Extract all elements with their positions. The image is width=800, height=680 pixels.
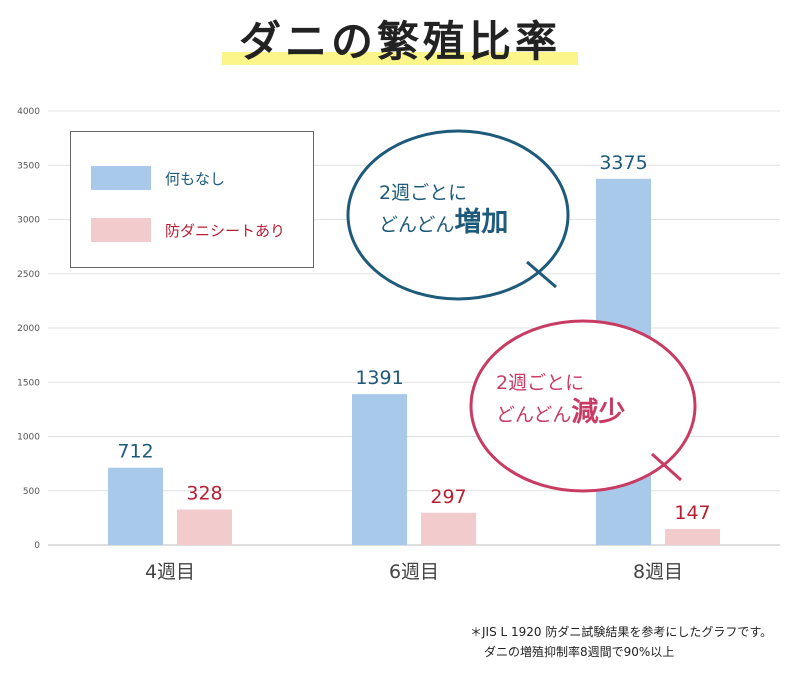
data-label-with-sheet: 297 [430,486,466,508]
callout-decrease-line1: 2週ごとに [496,372,585,394]
footnote-line2: ダニの増殖抑制率8週間で90%以上 [484,645,675,659]
legend-swatch-with-sheet [91,218,151,242]
label-layer: 712 328 4週目 1391 297 6週目 3375 147 8週目 [117,152,710,583]
bar-no-sheet [352,394,407,545]
callout-increase-line1: 2週ごとに [379,182,468,204]
x-tick-label: 8週目 [633,561,683,583]
legend-label-with-sheet: 防ダニシートあり [165,221,286,240]
callout-increase-text: 2週ごとに どんどん増加 [379,178,508,240]
y-tick-label: 1500 [17,378,40,388]
legend-swatch-no-sheet [91,166,151,190]
chart-legend: 何もなし 防ダニシートあり [70,131,314,268]
title-highlight [222,52,578,65]
legend-item-no-sheet: 何もなし [91,166,225,190]
y-tick-label: 500 [23,487,40,497]
callout-decrease-tail [650,452,683,482]
chart-title: ダニの繁殖比率 [238,17,561,66]
x-tick-label: 4週目 [145,561,195,583]
y-tick-label: 1000 [17,433,40,443]
callout-decrease-emphasis: 減少 [571,397,626,428]
y-tick-label: 3500 [17,161,40,171]
callout-increase-tail [526,260,557,289]
callout-decrease-prefix: どんどん [496,404,572,426]
footnote: ＊JIS L 1920 防ダニ試験結果を参考にしたグラフです。 ダニの増殖抑制率… [470,622,790,662]
callout-decrease-bubble [469,319,697,493]
bar-with-sheet [665,529,720,545]
bar-with-sheet [177,509,232,545]
data-label-with-sheet: 147 [674,502,710,524]
x-tick-label: 6週目 [389,561,439,583]
callout-layer [346,129,697,493]
legend-item-with-sheet: 防ダニシートあり [91,218,285,242]
data-label-with-sheet: 328 [186,482,222,504]
y-tick-label: 2500 [17,270,40,280]
title-area: ダニの繁殖比率 [0,0,800,80]
callout-increase-bubble [346,129,570,301]
y-tick-label: 2000 [17,324,40,334]
bar-no-sheet [108,467,163,545]
callout-decrease-text: 2週ごとに どんどん減少 [496,368,625,430]
callout-increase-prefix: どんどん [379,214,455,236]
y-tick-label: 4000 [17,107,40,117]
data-label-no-sheet: 1391 [355,367,403,389]
callout-increase-emphasis: 増加 [454,207,509,238]
legend-label-no-sheet: 何もなし [165,169,226,188]
y-tick-label: 3000 [17,216,40,226]
footnote-line1: ＊JIS L 1920 防ダニ試験結果を参考にしたグラフです。 [470,625,773,639]
y-tick-label: 0 [34,541,40,551]
bar-with-sheet [421,512,476,545]
data-label-no-sheet: 712 [117,441,153,463]
data-label-no-sheet: 3375 [599,152,647,174]
